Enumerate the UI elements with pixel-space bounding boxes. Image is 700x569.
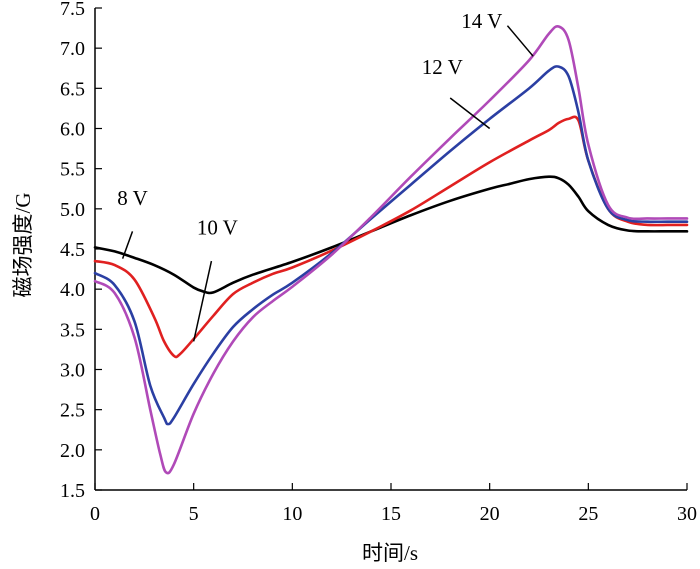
y-tick-label: 5.0: [60, 199, 85, 221]
x-tick-label: 15: [381, 503, 401, 525]
y-tick-label: 7.0: [60, 38, 85, 60]
series-label-14v: 14 V: [461, 9, 502, 33]
x-tick-label: 10: [282, 503, 302, 525]
series-line-14v: [93, 24, 689, 475]
series-line-12v: [93, 65, 689, 426]
series-label-10v: 10 V: [197, 216, 238, 240]
y-tick-label: 3.5: [60, 319, 85, 341]
y-tick-label: 4.0: [60, 279, 85, 301]
y-tick-label: 6.0: [60, 119, 85, 141]
y-tick-label: 1.5: [60, 480, 85, 502]
series-label-12v: 12 V: [422, 55, 463, 79]
y-tick-label: 6.5: [60, 78, 85, 100]
x-tick-label: 5: [189, 503, 199, 525]
series-line-8v: [93, 175, 689, 295]
y-tick-label: 3.0: [60, 360, 85, 382]
x-tick-label: 20: [480, 503, 500, 525]
axes-group: 1.5 2.0 2.5 3.0 3.5 4.0 4.5 5.0 5.5 6.0 6.5 7.0 7.5 0…: [60, 0, 697, 525]
y-tick-label: 7.5: [60, 0, 85, 20]
x-tick-label: 30: [677, 503, 697, 525]
series-label-leader-14v: [506, 25, 534, 57]
series-label-leader-12v: [449, 97, 491, 130]
series-line-10v: [93, 115, 689, 359]
series-label-8v: 8 V: [117, 186, 148, 210]
y-tick-label: 2.0: [60, 440, 85, 462]
y-tick-label: 2.5: [60, 400, 85, 422]
x-tick-label: 0: [90, 503, 100, 525]
y-tick-label: 5.5: [60, 159, 85, 181]
x-axis-title: 时间/s: [362, 541, 418, 565]
y-axis-title: 磁场强度/G: [11, 193, 35, 298]
x-tick-label: 25: [578, 503, 598, 525]
series-label-layer: 8 V 10 V 12 V 14 V: [117, 9, 534, 342]
series-label-leader-8v: [121, 231, 134, 259]
y-tick-label: 4.5: [60, 239, 85, 261]
series-layer: [93, 24, 689, 475]
series-label-leader-10v: [192, 260, 213, 342]
